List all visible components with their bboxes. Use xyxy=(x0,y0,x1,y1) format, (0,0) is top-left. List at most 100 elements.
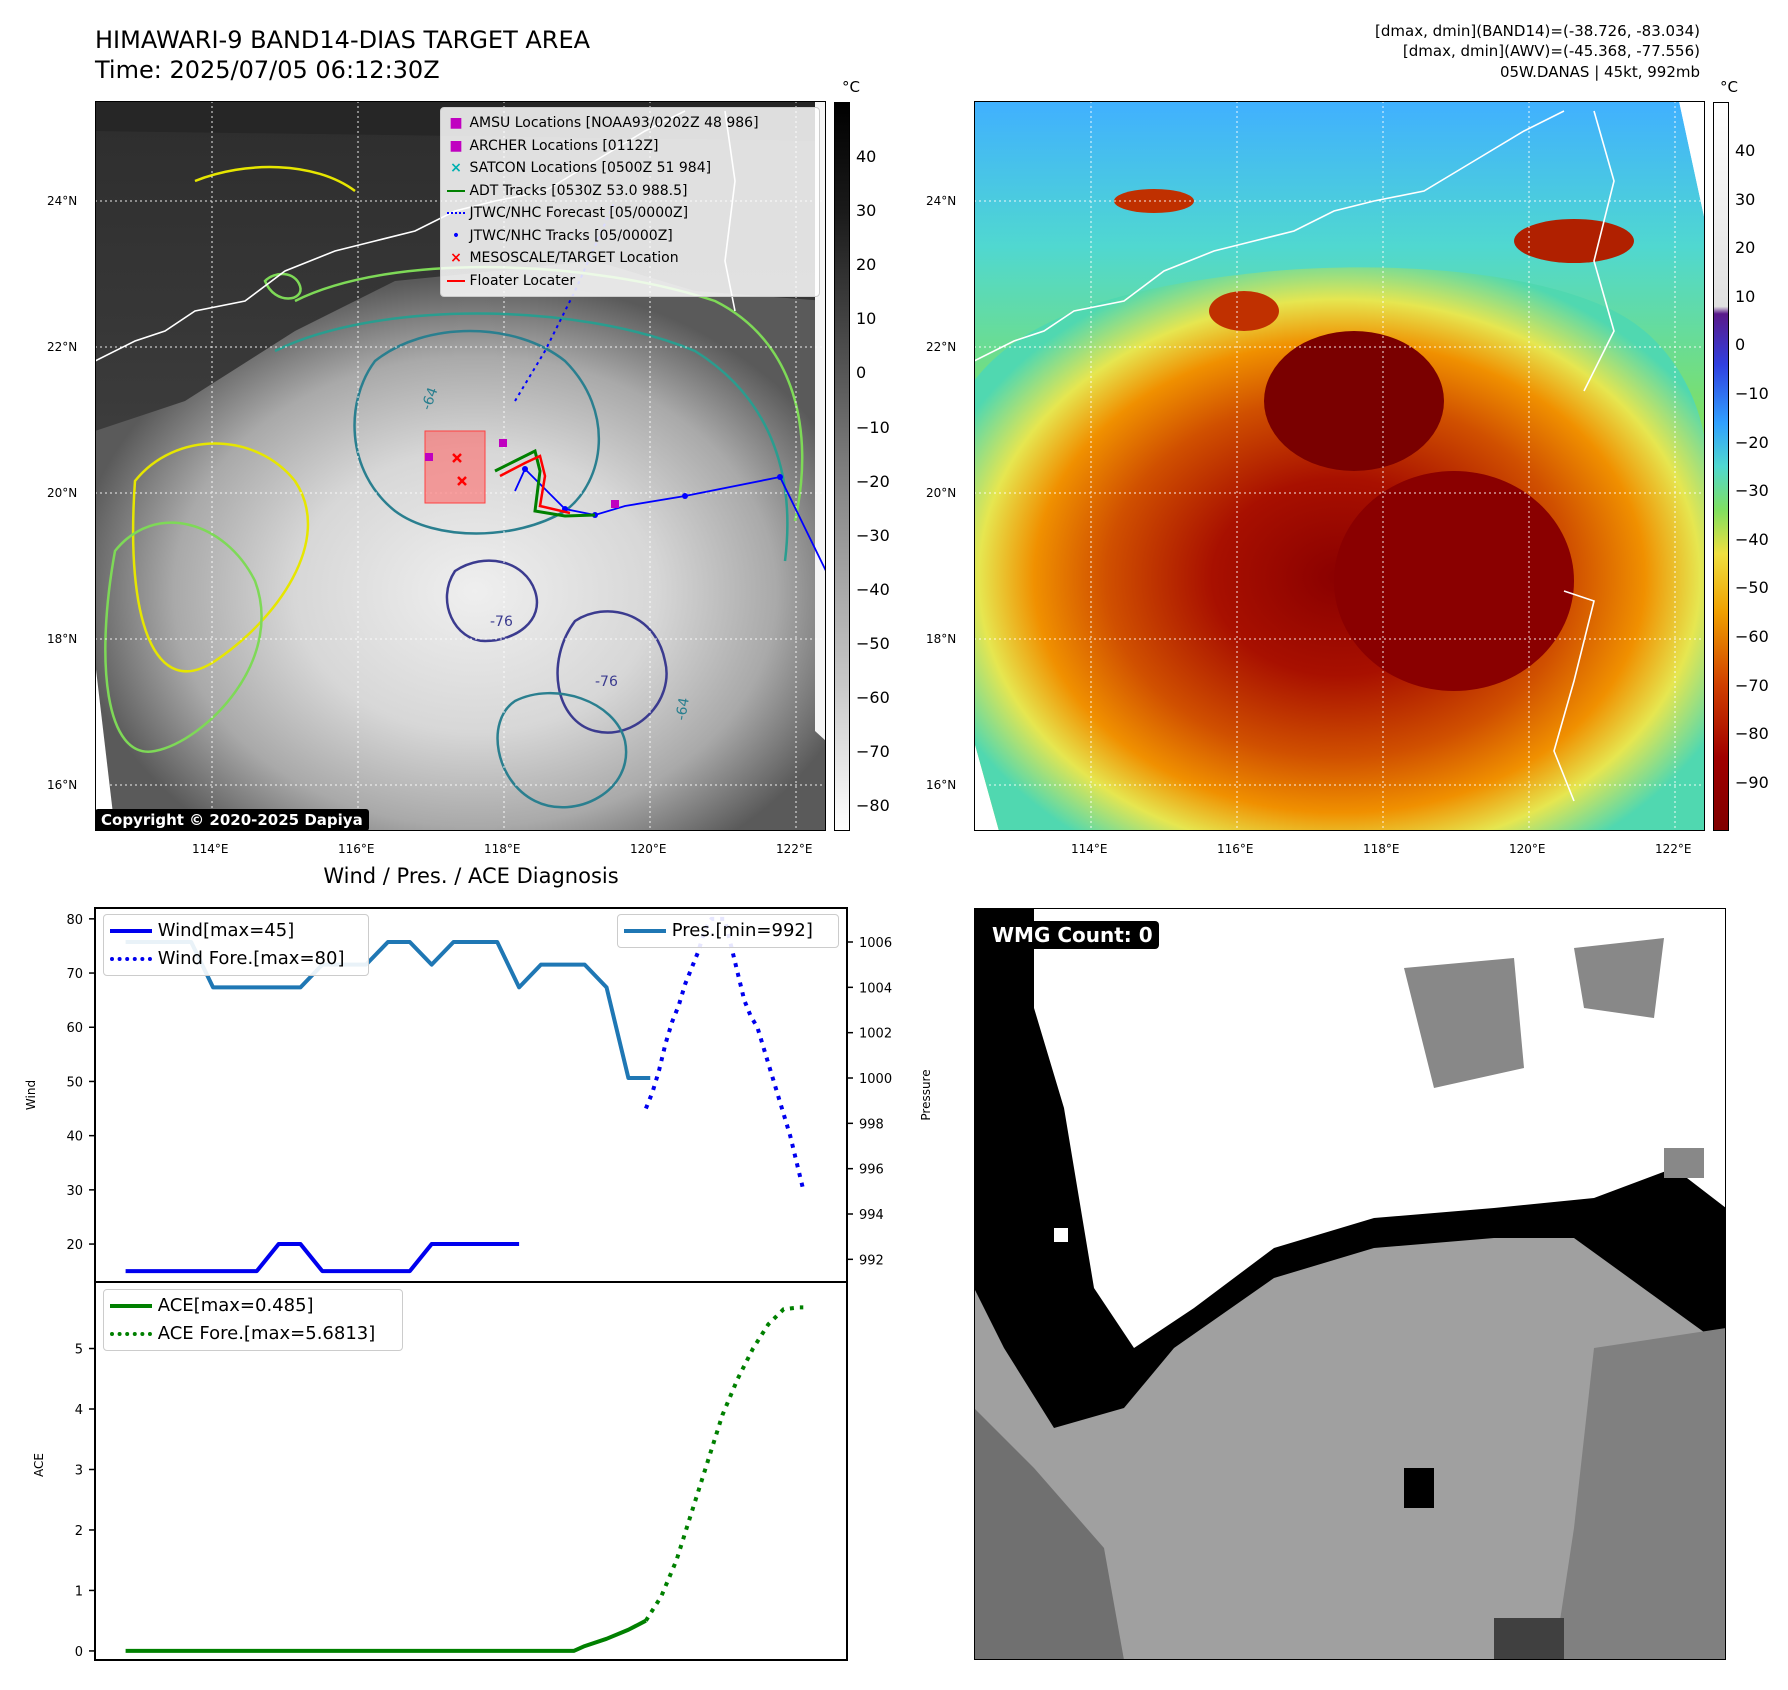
legend-label: SATCON Locations [0500Z 51 984] xyxy=(469,160,712,176)
time-label: Time: 2025/07/05 06:12:30Z xyxy=(95,56,440,84)
info-line-2: [dmax, dmin](AWV)=(-45.368, -77.556) xyxy=(1402,42,1700,60)
series-line-wind-fore xyxy=(644,916,806,1191)
pressure-tick-label: 1002 xyxy=(859,1027,892,1042)
legend-label: ACE Fore.[max=5.6813] xyxy=(157,1323,376,1344)
awv-colorbar-tick: −10 xyxy=(1735,384,1769,403)
ace-tick-label: 4 xyxy=(75,1403,83,1418)
legend-item: ■ ARCHER Locations [0112Z] xyxy=(447,135,813,158)
legend-label: Wind[max=45] xyxy=(157,920,295,941)
line-dot-marker-icon: • xyxy=(451,227,461,244)
pressure-tick-label: 996 xyxy=(859,1163,884,1178)
ace-chart-frame xyxy=(94,1281,848,1661)
awv-colorbar-tick: 20 xyxy=(1735,238,1756,258)
pressure-tick-label: 1006 xyxy=(859,936,892,951)
ace-legend: ACE[max=0.485] ACE Fore.[max=5.6813] xyxy=(103,1289,403,1351)
lat-tick-label: 24°N xyxy=(47,194,78,208)
ir-colorbar-tick: −20 xyxy=(856,471,890,491)
wind-tick-label: 80 xyxy=(66,913,83,928)
ir-colorbar-tick: 20 xyxy=(856,255,877,275)
ir-colorbar-unit: °C xyxy=(842,78,860,96)
awv-colorbar-tick: −50 xyxy=(1735,578,1769,598)
lat-tick-label: 20°N xyxy=(47,486,78,500)
awv-colorbar-tick: −60 xyxy=(1735,627,1769,646)
lon-tick-label: 114°E xyxy=(192,842,229,856)
ir-colorbar-tick: −60 xyxy=(856,688,890,707)
wind-legend: Wind[max=45] Wind Fore.[max=80] xyxy=(103,914,369,976)
ace-tick-label: 2 xyxy=(75,1524,83,1539)
copyright-badge: Copyright © 2020-2025 Dapiya xyxy=(95,809,369,831)
legend-item: × MESOSCALE/TARGET Location xyxy=(447,247,813,270)
wmg-count-badge: WMG Count: 0 xyxy=(986,921,1159,949)
wind-tick-label: 40 xyxy=(66,1130,83,1145)
wmg-image xyxy=(974,908,1726,1660)
legend-item: • JTWC/NHC Tracks [05/0000Z] xyxy=(447,225,813,248)
legend-item: ■ AMSU Locations [NOAA93/0202Z 48 986] xyxy=(447,112,813,135)
ir-colorbar-tick: 10 xyxy=(856,309,877,329)
chart-title: HIMAWARI-9 BAND14-DIAS TARGET AREA xyxy=(95,26,591,54)
ir-colorbar-tick: −50 xyxy=(856,633,890,653)
line-marker-icon xyxy=(447,189,465,192)
wind-tick-label: 50 xyxy=(66,1075,83,1090)
solid-line-icon xyxy=(110,1304,152,1308)
ir-colorbar-tick: 40 xyxy=(856,147,877,166)
legend-item: Pres.[min=992] xyxy=(624,917,832,945)
dotted-line-icon xyxy=(110,1332,152,1336)
legend-item: Wind[max=45] xyxy=(110,917,362,945)
legend-item: JTWC/NHC Forecast [05/0000Z] xyxy=(447,202,813,225)
ir-colorbar-tick: −80 xyxy=(856,796,890,816)
dotted-line-icon xyxy=(110,957,152,961)
legend-item: Floater Locater xyxy=(447,270,813,293)
ir-colorbar-tick: −30 xyxy=(856,525,890,545)
awv-colorbar-tick: 0 xyxy=(1735,335,1746,355)
lon-tick-label: 122°E xyxy=(776,842,813,856)
lat-tick-label: 18°N xyxy=(926,632,957,646)
lat-tick-label: 24°N xyxy=(926,194,957,208)
wmg-panel: WMG Count: 0 xyxy=(974,908,1726,1660)
awv-colorbar-tick: −20 xyxy=(1735,432,1769,452)
lat-tick-label: 18°N xyxy=(47,632,78,646)
legend-label: JTWC/NHC Forecast [05/0000Z] xyxy=(469,205,689,221)
pressure-tick-label: 992 xyxy=(859,1253,884,1268)
line-marker-icon xyxy=(447,279,465,282)
pressure-tick-label: 998 xyxy=(859,1117,884,1132)
ir-colorbar-tick: −70 xyxy=(856,742,890,762)
contour-label: -76 xyxy=(490,614,513,630)
ace-tick-label: 0 xyxy=(75,1645,83,1660)
series-line-pres xyxy=(125,940,651,1080)
legend-label: ACE[max=0.485] xyxy=(157,1295,314,1316)
lat-tick-label: 16°N xyxy=(926,778,957,792)
contour-label: -64 xyxy=(419,385,442,412)
pressure-tick-label: 994 xyxy=(859,1208,884,1223)
lat-tick-label: 20°N xyxy=(926,486,957,500)
lon-tick-label: 114°E xyxy=(1071,842,1108,856)
awv-colorbar-unit: °C xyxy=(1720,78,1738,96)
awv-colorbar-tick: −90 xyxy=(1735,772,1769,792)
contour-label: -76 xyxy=(595,674,618,690)
legend-label: Pres.[min=992] xyxy=(671,920,813,941)
lat-tick-label: 22°N xyxy=(926,340,957,354)
legend-item: ACE[max=0.485] xyxy=(110,1292,396,1320)
pressure-tick-label: 1000 xyxy=(859,1072,892,1087)
ir-colorbar-tick: −40 xyxy=(856,579,890,599)
pressure-axis-label: Pressure xyxy=(919,1069,933,1120)
lon-tick-label: 122°E xyxy=(1655,842,1692,856)
x-marker-icon: × xyxy=(450,160,462,176)
legend-item: Wind Fore.[max=80] xyxy=(110,945,362,973)
pressure-tick-label: 1004 xyxy=(859,981,892,996)
legend-item: ADT Tracks [0530Z 53.0 988.5] xyxy=(447,180,813,203)
wind-axis-label: Wind xyxy=(24,1080,38,1110)
series-line-wind xyxy=(125,1242,520,1274)
ir-colorbar-tick: 0 xyxy=(856,363,867,383)
awv-colorbar-tick: 40 xyxy=(1735,141,1756,160)
legend-label: Wind Fore.[max=80] xyxy=(157,948,345,969)
wind-tick-label: 70 xyxy=(66,967,83,982)
legend-label: AMSU Locations [NOAA93/0202Z 48 986] xyxy=(469,115,759,131)
awv-map-panel xyxy=(974,101,1705,831)
square-marker-icon: ■ xyxy=(449,137,463,154)
awv-colorbar-tick: −70 xyxy=(1735,675,1769,695)
wind-tick-label: 60 xyxy=(66,1021,83,1036)
lon-tick-label: 118°E xyxy=(1363,842,1400,856)
legend-item: ACE Fore.[max=5.6813] xyxy=(110,1320,396,1348)
lon-tick-label: 118°E xyxy=(484,842,521,856)
